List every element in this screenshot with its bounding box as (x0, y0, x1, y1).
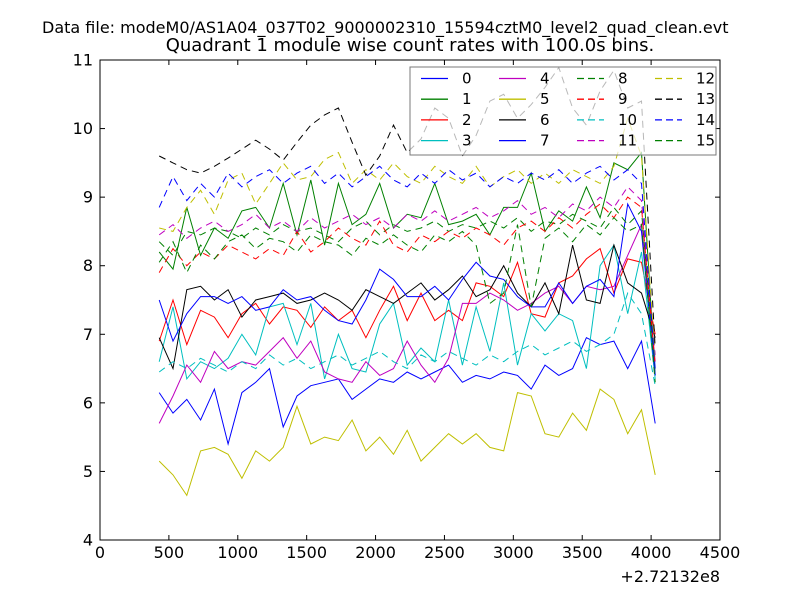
chart-title: Quadrant 1 module wise count rates with … (165, 35, 655, 56)
x-tick-label: 4000 (631, 543, 672, 562)
legend-item-6: 6 (499, 111, 550, 129)
y-tick-label: 6 (83, 393, 93, 412)
y-tick-label: 7 (83, 325, 93, 344)
legend-label: 12 (696, 70, 715, 88)
series-line-12 (159, 116, 656, 362)
series-group (158, 66, 656, 497)
series-line-11 (158, 186, 656, 355)
y-tick-label: 10 (73, 119, 93, 138)
legend-label: 5 (540, 90, 550, 108)
legend-item-10: 10 (577, 111, 637, 129)
x-tick-label: 1500 (286, 543, 327, 562)
x-tick-label: 500 (154, 543, 185, 562)
legend-item-9: 9 (577, 90, 628, 108)
data-file-label: Data file: modeM0/AS1A04_037T02_90000023… (42, 18, 729, 37)
series-line-8 (158, 206, 656, 373)
y-tick-label: 4 (83, 531, 93, 550)
legend-item-0: 0 (421, 70, 472, 88)
legend-label: 7 (540, 132, 550, 150)
legend-label: 6 (540, 111, 550, 129)
series-line-10 (158, 291, 656, 386)
series-line-7 (158, 202, 656, 376)
legend-label: 11 (618, 132, 637, 150)
legend-item-13: 13 (655, 90, 715, 108)
legend-label: 4 (540, 70, 550, 88)
x-tick-label: 3500 (562, 543, 603, 562)
x-tick-label: 4500 (700, 543, 741, 562)
x-axis-offset-label: +2.72132e8 (620, 567, 720, 586)
legend-item-15: 15 (655, 132, 715, 150)
legend-label: 0 (462, 70, 472, 88)
series-line-5 (158, 388, 656, 497)
legend-item-4: 4 (499, 70, 550, 88)
legend-item-2: 2 (421, 111, 472, 129)
legend-label: 1 (462, 90, 472, 108)
y-tick-label: 5 (83, 462, 93, 481)
legend-item-11: 11 (577, 132, 637, 150)
x-tick-label: 0 (95, 543, 105, 562)
legend-label: 3 (462, 132, 472, 150)
legend-label: 14 (696, 111, 715, 129)
y-tick-label: 8 (83, 256, 93, 275)
series-line-14 (158, 165, 656, 369)
x-tick-label: 2000 (355, 543, 396, 562)
series-line-15 (158, 216, 656, 383)
series-line-3 (158, 243, 656, 381)
legend-label: 8 (618, 70, 628, 88)
x-tick-label: 1000 (217, 543, 258, 562)
series-line-9 (158, 196, 656, 366)
legend-label: 13 (696, 90, 715, 108)
legend-label: 9 (618, 90, 628, 108)
legend-item-7: 7 (499, 132, 550, 150)
legend-item-1: 1 (421, 90, 472, 108)
series-line-2 (158, 247, 656, 347)
legend-item-3: 3 (421, 132, 472, 150)
legend-item-8: 8 (577, 70, 628, 88)
legend-label: 2 (462, 111, 472, 129)
legend-box (409, 66, 717, 156)
x-tick-label: 3000 (493, 543, 534, 562)
legend-item-12: 12 (655, 70, 715, 88)
legend-item-5: 5 (499, 90, 550, 108)
legend-label: 10 (618, 111, 637, 129)
series-line-1 (158, 151, 656, 376)
y-tick-label: 9 (83, 188, 93, 207)
series-line-6 (158, 243, 656, 371)
legend-label: 15 (696, 132, 715, 150)
y-tick-label: 11 (73, 51, 93, 70)
series-line-0 (158, 337, 656, 446)
x-tick-label: 2500 (424, 543, 465, 562)
legend-item-14: 14 (655, 111, 715, 129)
